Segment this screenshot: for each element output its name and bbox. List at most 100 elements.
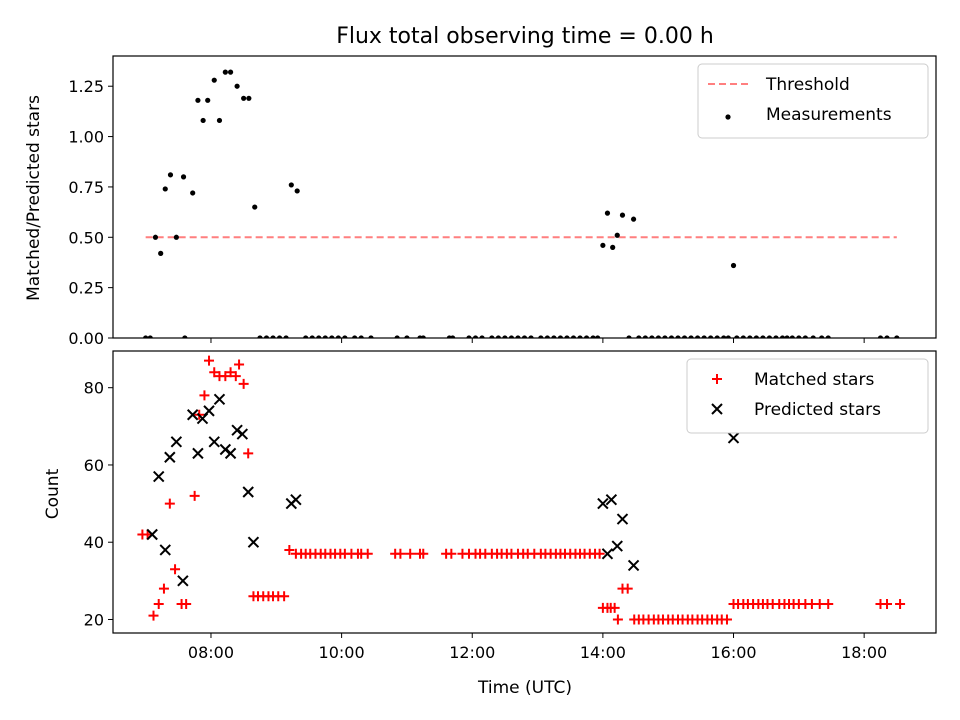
matched-point [405, 548, 416, 559]
matched-point [199, 390, 210, 401]
legend-measurements-swatch [725, 114, 731, 120]
ratio-frame [112, 55, 937, 339]
measurement-point [694, 335, 701, 338]
measurement-point [675, 335, 681, 338]
matched-point [225, 367, 236, 378]
measurement-point [784, 335, 790, 338]
count-y-tick-label: 20 [84, 610, 104, 629]
measurement-point [590, 335, 596, 338]
measurement-point [167, 172, 174, 178]
matched-point [895, 599, 906, 610]
measurement-point [394, 335, 400, 338]
predicted-point [616, 513, 629, 525]
measurement-point [222, 69, 228, 75]
x-tick-label: 12:00 [449, 643, 495, 662]
predicted-point [164, 451, 176, 463]
measurement-point [877, 335, 884, 338]
matched-point [153, 599, 164, 610]
measurement-point [303, 335, 309, 338]
measurement-point [180, 174, 187, 180]
legend-label: Matched stars [754, 370, 874, 390]
legend-box [686, 358, 929, 434]
legend-label: Predicted stars [754, 400, 881, 420]
predicted-point [146, 528, 158, 541]
count-frame [112, 350, 937, 634]
measurement-point [211, 77, 217, 83]
measurement-point [721, 335, 727, 338]
matched-point [362, 548, 373, 559]
matched-point [209, 367, 220, 378]
count-legend: Matched stars Predicted stars [686, 358, 929, 434]
measurement-point [515, 335, 521, 338]
legend-box [697, 63, 929, 139]
ratio-y-tick-label: 0.00 [68, 329, 104, 348]
measurement-point [701, 335, 707, 338]
measurement-point [662, 335, 668, 338]
predicted-point [203, 405, 215, 417]
predicted-point [727, 432, 740, 444]
measurement-point [753, 335, 759, 338]
predicted-point [177, 575, 189, 587]
measurement-point [489, 335, 495, 338]
matched-point [882, 599, 893, 610]
matched-point [164, 498, 175, 509]
measurement-point [630, 216, 637, 222]
measurement-point [655, 335, 662, 338]
measurement-point [190, 190, 196, 196]
measurement-point [466, 335, 472, 338]
matched-point [612, 614, 623, 625]
measurement-point [538, 335, 544, 338]
measurement-point [600, 242, 606, 248]
measurement-point [309, 335, 315, 338]
measurement-point [825, 335, 831, 338]
measurement-point [796, 335, 802, 338]
matched-point [170, 564, 181, 575]
count-points [137, 355, 906, 625]
matched-point [238, 378, 249, 389]
matched-point [823, 599, 834, 610]
measurement-point [668, 335, 675, 338]
matched-point [158, 583, 169, 594]
predicted-point [186, 409, 199, 421]
predicted-point [611, 540, 623, 552]
x-tick-label: 18:00 [841, 643, 887, 662]
measurement-point [450, 335, 456, 338]
count-y-tick-label: 80 [84, 379, 104, 398]
x-tick-label: 16:00 [710, 643, 756, 662]
measurement-point [521, 335, 528, 338]
measurement-point [708, 335, 714, 338]
measurement-point [734, 335, 740, 338]
measurement-point [557, 335, 564, 338]
measurement-point [789, 335, 795, 338]
measurement-point [342, 335, 348, 338]
measurement-point [227, 69, 234, 75]
measurement-point [610, 244, 616, 250]
measurement-point [158, 250, 164, 256]
measurement-point [195, 97, 201, 103]
measurement-point [714, 335, 720, 338]
measurement-point [570, 335, 577, 338]
matched-point [284, 544, 295, 555]
measurement-point [162, 186, 168, 192]
measurement-point [740, 335, 746, 338]
measurement-point [730, 262, 737, 269]
predicted-point [627, 559, 640, 572]
measurement-point [583, 335, 590, 338]
ratio-y-tick-label: 0.50 [68, 228, 104, 247]
measurement-point [294, 188, 300, 194]
legend-matched-swatch [712, 374, 722, 384]
measurement-point [495, 335, 501, 338]
measurement-point [246, 95, 252, 101]
measurement-point [404, 335, 410, 338]
matched-point [243, 448, 254, 459]
measurement-point [508, 335, 515, 338]
matched-point [446, 548, 457, 559]
chart-title: Flux total observing time = 0.00 h [336, 24, 714, 49]
predicted-point [242, 486, 254, 498]
measurement-point [143, 335, 149, 338]
matched-point [220, 371, 231, 382]
count-panel: 20 40 60 80 08:00 10:00 12:00 14:00 16:00 18:00 Ma… [84, 350, 937, 662]
measurement-point [802, 335, 808, 338]
matched-point [721, 614, 732, 625]
